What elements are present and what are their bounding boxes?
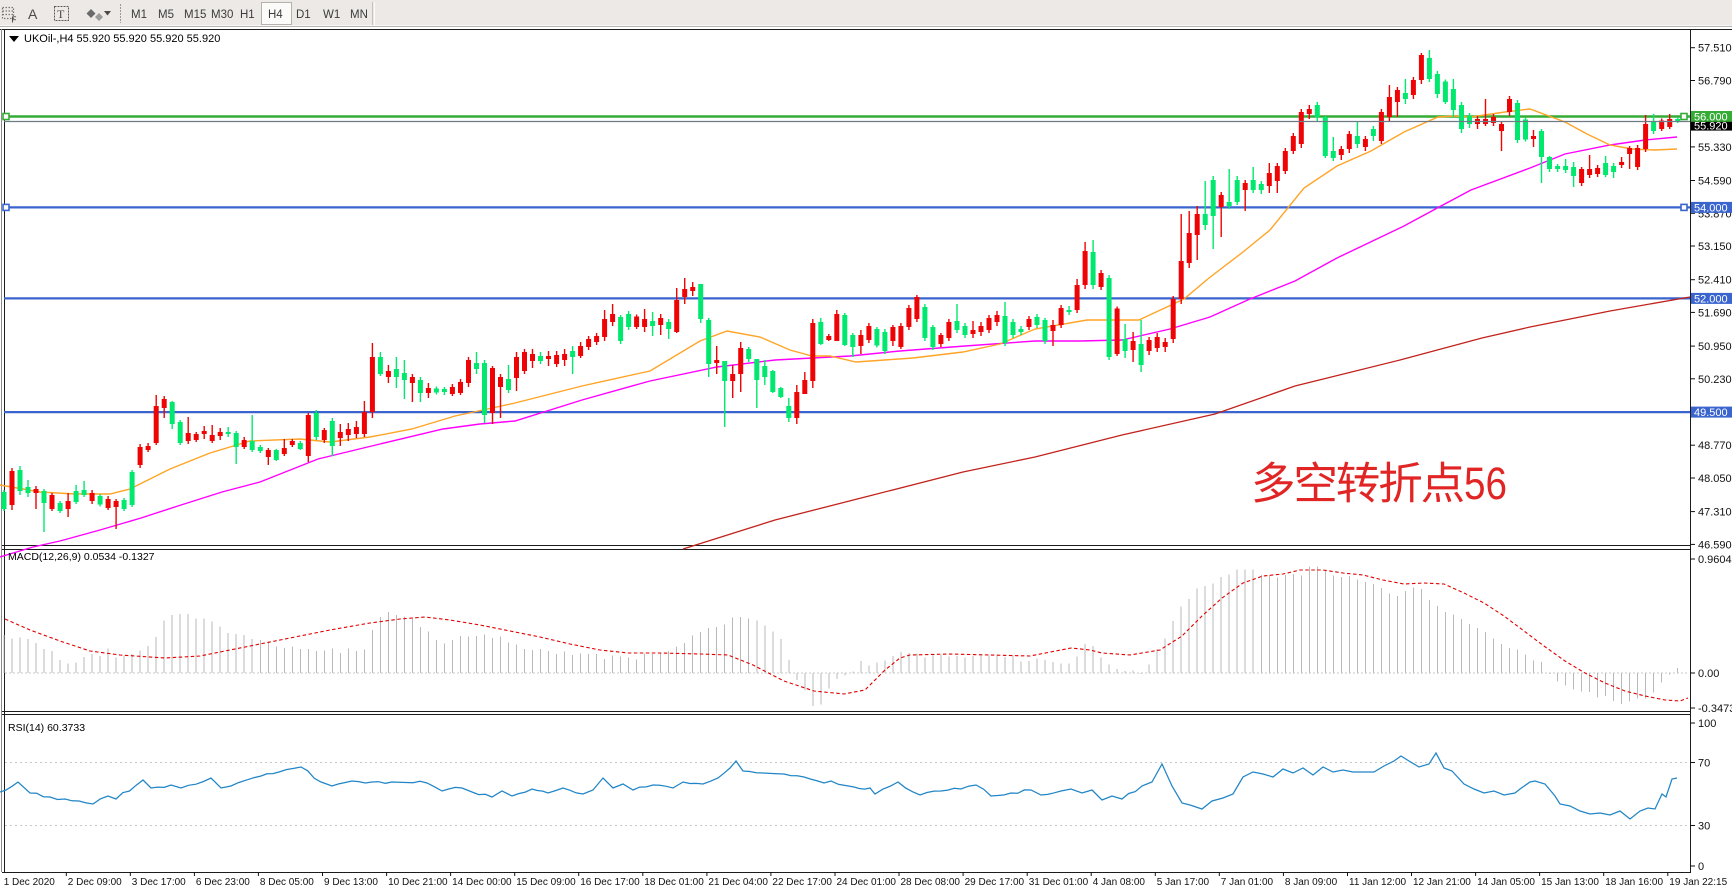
svg-text:5 Jan 17:00: 5 Jan 17:00 bbox=[1157, 877, 1210, 888]
svg-text:12 Jan 21:00: 12 Jan 21:00 bbox=[1413, 877, 1471, 888]
svg-text:55.920: 55.920 bbox=[1694, 121, 1728, 133]
svg-text:47.310: 47.310 bbox=[1698, 507, 1732, 519]
svg-text:8 Jan 09:00: 8 Jan 09:00 bbox=[1285, 877, 1338, 888]
svg-text:19 Jan 22:15: 19 Jan 22:15 bbox=[1669, 877, 1727, 888]
svg-text:28 Dec 08:00: 28 Dec 08:00 bbox=[901, 877, 961, 888]
svg-text:14 Jan 05:00: 14 Jan 05:00 bbox=[1477, 877, 1535, 888]
svg-text:48.770: 48.770 bbox=[1698, 440, 1732, 452]
svg-text:A: A bbox=[28, 6, 38, 22]
svg-text:4 Jan 08:00: 4 Jan 08:00 bbox=[1093, 877, 1146, 888]
svg-text:14 Dec 00:00: 14 Dec 00:00 bbox=[452, 877, 512, 888]
svg-text:31 Dec 01:00: 31 Dec 01:00 bbox=[1029, 877, 1089, 888]
svg-text:54.000: 54.000 bbox=[1694, 202, 1728, 214]
svg-text:48.050: 48.050 bbox=[1698, 473, 1732, 485]
svg-text:50.950: 50.950 bbox=[1698, 341, 1732, 353]
svg-text:11 Jan 12:00: 11 Jan 12:00 bbox=[1349, 877, 1407, 888]
svg-text:T: T bbox=[57, 7, 65, 21]
svg-text:UKOil-,H4 55.920 55.920 55.92: UKOil-,H4 55.920 55.920 55.920 55.920 bbox=[24, 33, 220, 45]
svg-text:6 Dec 23:00: 6 Dec 23:00 bbox=[196, 877, 250, 888]
svg-text:H4: H4 bbox=[268, 9, 283, 21]
svg-text:52.410: 52.410 bbox=[1698, 275, 1732, 287]
svg-text:21 Dec 04:00: 21 Dec 04:00 bbox=[708, 877, 768, 888]
svg-text:51.690: 51.690 bbox=[1698, 307, 1732, 319]
svg-text:MACD(12,26,9) 0.0534 -0.1327: MACD(12,26,9) 0.0534 -0.1327 bbox=[8, 551, 155, 563]
svg-text:22 Dec 17:00: 22 Dec 17:00 bbox=[772, 877, 832, 888]
svg-text:1 Dec 2020: 1 Dec 2020 bbox=[4, 877, 56, 888]
svg-text:F: F bbox=[12, 16, 17, 25]
svg-text:56.790: 56.790 bbox=[1698, 76, 1732, 88]
svg-text:MN: MN bbox=[350, 9, 368, 21]
svg-text:53.150: 53.150 bbox=[1698, 241, 1732, 253]
svg-text:0: 0 bbox=[1698, 861, 1704, 873]
svg-text:70: 70 bbox=[1698, 758, 1710, 770]
svg-text:0.9604: 0.9604 bbox=[1698, 554, 1732, 566]
svg-text:50.230: 50.230 bbox=[1698, 374, 1732, 386]
svg-text:W1: W1 bbox=[323, 9, 340, 21]
svg-text:M15: M15 bbox=[184, 9, 206, 21]
svg-text:24 Dec 01:00: 24 Dec 01:00 bbox=[837, 877, 897, 888]
svg-text:-0.3473: -0.3473 bbox=[1698, 703, 1732, 715]
svg-text:30: 30 bbox=[1698, 821, 1710, 833]
svg-text:100: 100 bbox=[1698, 718, 1716, 730]
svg-text:3 Dec 17:00: 3 Dec 17:00 bbox=[132, 877, 186, 888]
svg-text:49.500: 49.500 bbox=[1694, 407, 1728, 419]
svg-text:57.510: 57.510 bbox=[1698, 43, 1732, 55]
svg-text:15 Dec 09:00: 15 Dec 09:00 bbox=[516, 877, 576, 888]
svg-text:10 Dec 21:00: 10 Dec 21:00 bbox=[388, 877, 448, 888]
svg-text:54.590: 54.590 bbox=[1698, 176, 1732, 188]
svg-text:M30: M30 bbox=[211, 9, 233, 21]
svg-text:RSI(14) 60.3733: RSI(14) 60.3733 bbox=[8, 722, 85, 734]
svg-text:56.000: 56.000 bbox=[1694, 112, 1728, 124]
svg-text:18 Jan 16:00: 18 Jan 16:00 bbox=[1605, 877, 1663, 888]
svg-text:D1: D1 bbox=[296, 9, 311, 21]
svg-text:52.000: 52.000 bbox=[1694, 293, 1728, 305]
svg-text:55.330: 55.330 bbox=[1698, 142, 1732, 154]
svg-text:15 Jan 13:00: 15 Jan 13:00 bbox=[1541, 877, 1599, 888]
svg-text:M1: M1 bbox=[131, 9, 147, 21]
svg-text:7 Jan 01:00: 7 Jan 01:00 bbox=[1221, 877, 1274, 888]
svg-text:8 Dec 05:00: 8 Dec 05:00 bbox=[260, 877, 314, 888]
svg-text:18 Dec 01:00: 18 Dec 01:00 bbox=[644, 877, 704, 888]
svg-text:M5: M5 bbox=[158, 9, 174, 21]
svg-text:9 Dec 13:00: 9 Dec 13:00 bbox=[324, 877, 378, 888]
svg-text:2 Dec 09:00: 2 Dec 09:00 bbox=[68, 877, 122, 888]
svg-text:16 Dec 17:00: 16 Dec 17:00 bbox=[580, 877, 640, 888]
svg-text:56: 56 bbox=[1464, 458, 1507, 509]
svg-text:29 Dec 17:00: 29 Dec 17:00 bbox=[965, 877, 1025, 888]
svg-text:46.590: 46.590 bbox=[1698, 539, 1732, 551]
svg-text:H1: H1 bbox=[240, 9, 255, 21]
svg-text:0.00: 0.00 bbox=[1698, 668, 1719, 680]
